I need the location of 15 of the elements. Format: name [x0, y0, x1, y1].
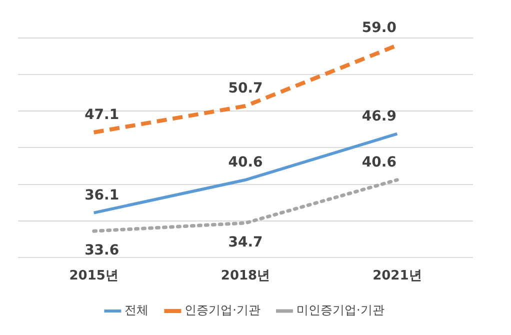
data-label: 50.7	[228, 80, 263, 97]
data-label: 36.1	[84, 187, 120, 204]
data-label: 46.9	[362, 108, 396, 124]
data-label: 59.0	[362, 20, 397, 36]
data-label: 34.7	[228, 234, 263, 251]
x-tick-label: 2018년	[220, 268, 270, 284]
legend-label: 전체	[124, 303, 149, 318]
x-tick-label: 2015년	[69, 268, 118, 284]
data-label: 33.6	[84, 242, 120, 259]
data-label: 47.1	[84, 106, 120, 123]
data-label: 40.6	[228, 154, 263, 171]
data-label: 40.6	[362, 154, 396, 171]
x-tick-label: 2021년	[372, 268, 422, 284]
legend-label: 미인증기업·기관	[296, 303, 384, 318]
legend-label: 인증기업·기관	[184, 303, 261, 318]
